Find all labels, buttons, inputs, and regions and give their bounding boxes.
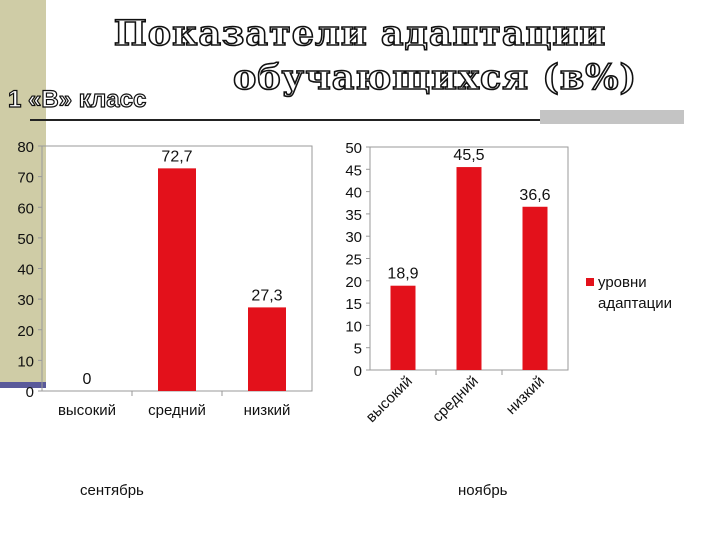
y-tick-label: 40	[345, 185, 362, 202]
y-tick-label: 5	[354, 341, 362, 358]
y-tick-label: 30	[345, 229, 362, 246]
data-label: 36,6	[519, 187, 550, 204]
y-tick-label: 10	[17, 353, 34, 370]
y-tick-label: 60	[17, 200, 34, 217]
month-label-september: сентябрь	[80, 482, 144, 499]
y-tick-label: 80	[17, 139, 34, 156]
title-line-2: обучающихся (в%)	[232, 56, 638, 99]
y-tick-label: 0	[26, 384, 34, 401]
x-tick-label: высокий	[363, 373, 416, 426]
left-decor-accent	[0, 382, 46, 388]
y-tick-label: 25	[345, 252, 362, 269]
chart-november: 0 5 10 15 20 25 30 35 40 45 50 18,9 высокий 45,5 средн…	[345, 140, 672, 426]
y-tick-label: 35	[345, 207, 362, 224]
data-label: 45,5	[453, 147, 484, 164]
y-tick-label: 0	[354, 363, 362, 380]
data-label: 0	[83, 371, 92, 388]
x-tick-label: низкий	[503, 373, 548, 418]
data-label: 72,7	[161, 148, 192, 165]
title-divider	[30, 119, 684, 121]
month-label-november: ноябрь	[458, 482, 508, 499]
legend-label-line-2: адаптации	[598, 295, 672, 312]
bar	[456, 167, 482, 370]
bar	[248, 307, 286, 391]
class-label: 1 «В» класс	[7, 85, 147, 113]
x-tick-label: средний	[148, 402, 206, 419]
y-tick-label: 20	[345, 274, 362, 291]
y-tick-label: 10	[345, 318, 362, 335]
x-tick-label: низкий	[244, 402, 291, 419]
y-tick-label: 50	[345, 140, 362, 157]
x-tick-label: средний	[429, 373, 482, 426]
bar	[522, 206, 548, 370]
legend-swatch	[586, 278, 594, 286]
data-label: 18,9	[387, 266, 418, 283]
y-tick-label: 15	[345, 296, 362, 313]
bar	[390, 285, 416, 370]
y-tick-label: 20	[17, 323, 34, 340]
divider-accent-block	[540, 110, 684, 124]
legend-label-line-1: уровни	[598, 274, 647, 291]
slide-title: Показатели адаптации обучающихся (в%)	[0, 12, 720, 100]
y-tick-label: 70	[17, 170, 34, 187]
data-label: 27,3	[251, 287, 282, 304]
y-tick-label: 50	[17, 231, 34, 248]
chart-september: 0 10 20 30 40 50 60 70 80 0 высокий 72,7 средний 27,3…	[17, 139, 313, 419]
y-tick-label: 30	[17, 292, 34, 309]
y-tick-label: 45	[345, 162, 362, 179]
title-line-1: Показатели адаптации	[113, 12, 607, 55]
x-tick-label: высокий	[58, 402, 116, 419]
y-tick-label: 40	[17, 262, 34, 279]
left-decor-band	[0, 0, 46, 382]
bar	[158, 168, 196, 391]
